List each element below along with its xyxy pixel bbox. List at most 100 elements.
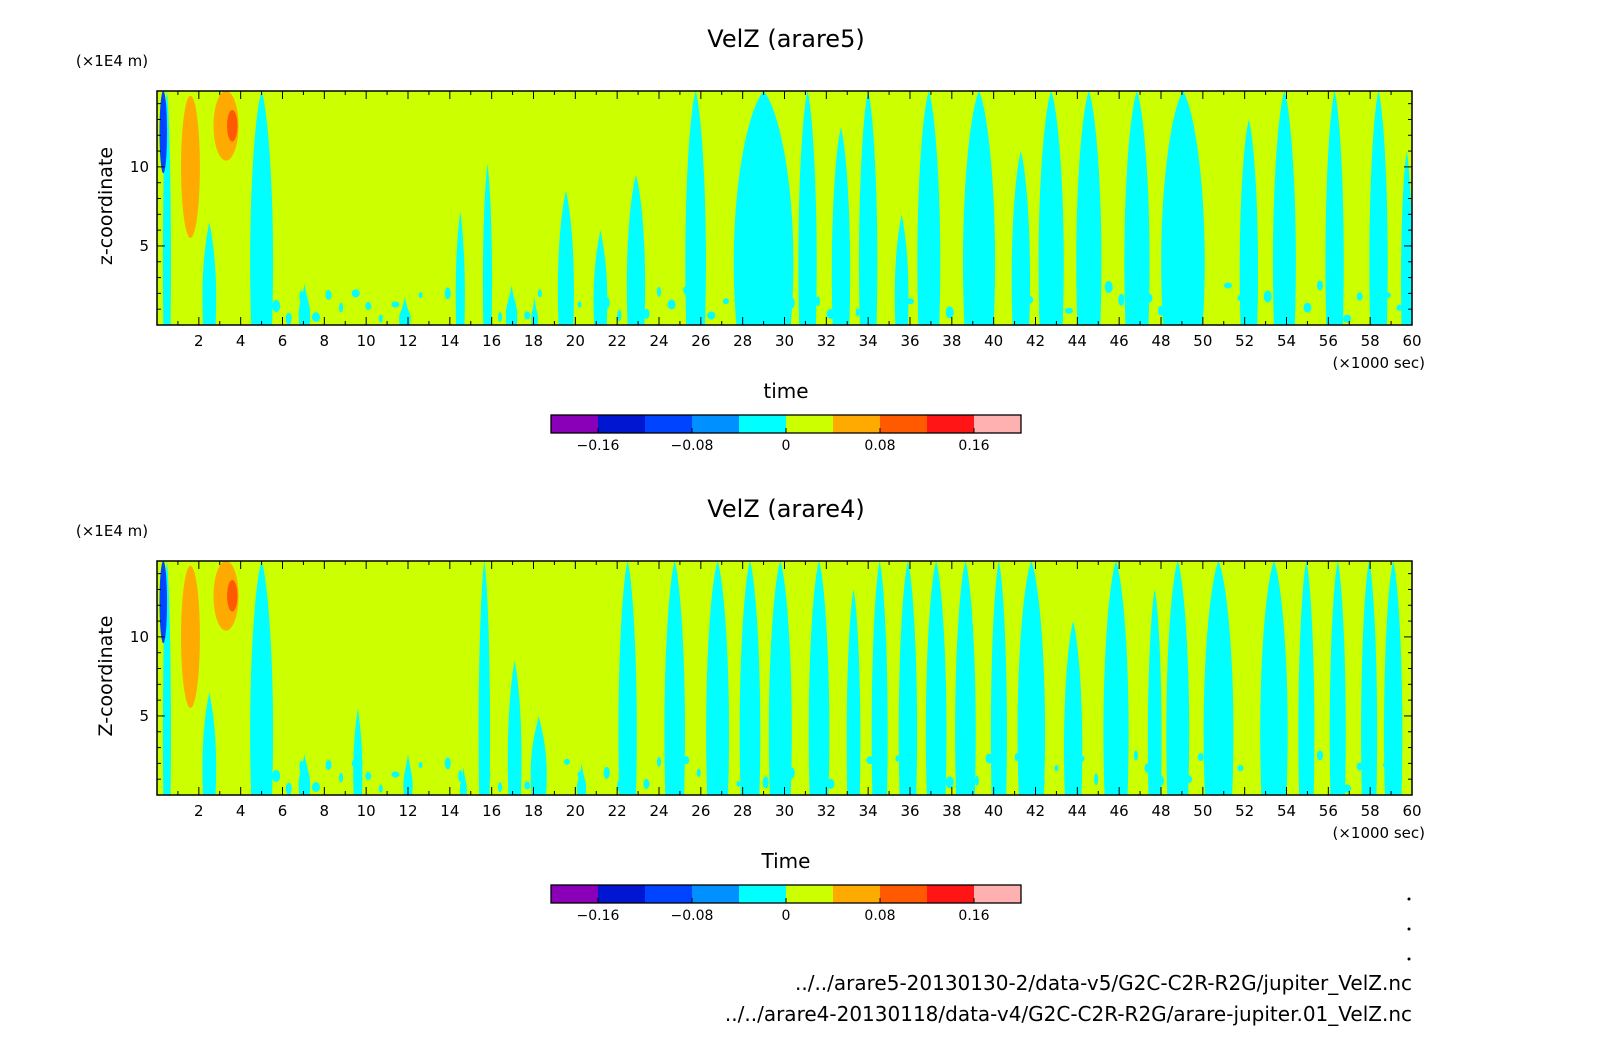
x-tick-label: 38 bbox=[942, 332, 961, 350]
contour-speckle bbox=[1356, 762, 1363, 771]
contour-band bbox=[685, 91, 706, 325]
contour-band bbox=[831, 127, 851, 325]
contour-speckle bbox=[1356, 292, 1363, 301]
contour-band bbox=[858, 91, 878, 325]
contour-speckle bbox=[272, 300, 281, 313]
contour-band bbox=[403, 753, 413, 795]
contour-band bbox=[1298, 561, 1315, 795]
x-tick-label: 52 bbox=[1235, 802, 1254, 820]
contour-speckle bbox=[285, 312, 292, 325]
x-tick-label: 2 bbox=[194, 802, 204, 820]
contour-band bbox=[618, 561, 637, 795]
negative-cell bbox=[159, 561, 168, 644]
x-tick-label: 12 bbox=[398, 332, 417, 350]
contour-speckle bbox=[1173, 762, 1178, 771]
x-tick-label: 42 bbox=[1026, 332, 1045, 350]
contour-speckle bbox=[776, 754, 781, 767]
x-tick-label: 38 bbox=[942, 802, 961, 820]
positive-cell bbox=[181, 565, 200, 709]
contour-speckle bbox=[657, 286, 661, 297]
contour-band bbox=[955, 561, 976, 795]
contour-band bbox=[1369, 91, 1388, 325]
colorbar-swatch bbox=[974, 415, 1022, 433]
contour-speckle bbox=[311, 782, 320, 793]
contour-speckle bbox=[855, 778, 860, 787]
contour-band bbox=[531, 296, 538, 325]
contour-speckle bbox=[696, 768, 701, 777]
contour-speckle bbox=[815, 296, 820, 307]
x-tick-label: 32 bbox=[817, 332, 836, 350]
contour-band bbox=[1361, 561, 1378, 795]
contour-band bbox=[990, 561, 1007, 795]
contour-speckle bbox=[1014, 283, 1019, 292]
contour-speckle bbox=[1184, 775, 1193, 784]
contour-band bbox=[1076, 91, 1102, 325]
contour-band bbox=[298, 753, 311, 795]
x-tick-label: 24 bbox=[649, 802, 668, 820]
contour-band bbox=[1272, 91, 1296, 325]
contour-speckle bbox=[1303, 772, 1312, 783]
colorbar-label: 0 bbox=[782, 908, 791, 924]
x-tick-label: 22 bbox=[608, 802, 627, 820]
contour-speckle bbox=[1173, 292, 1178, 301]
contour-speckle bbox=[365, 302, 372, 311]
colorbar-swatch bbox=[974, 885, 1022, 903]
contour-speckle bbox=[1382, 761, 1391, 768]
y-tick-label: 5 bbox=[139, 237, 149, 255]
colorbar-label: −0.16 bbox=[577, 908, 620, 924]
contour-speckle bbox=[667, 299, 676, 310]
contour-speckle bbox=[563, 758, 570, 765]
x-tick-label: 50 bbox=[1193, 802, 1212, 820]
contour-speckle bbox=[339, 302, 344, 313]
x-tick-label: 2 bbox=[194, 332, 204, 350]
x-tick-label: 40 bbox=[984, 332, 1003, 350]
colorbar-swatch bbox=[598, 885, 646, 903]
colorbar-swatch bbox=[692, 415, 740, 433]
contour-speckle bbox=[1144, 293, 1153, 304]
contour-speckle bbox=[815, 766, 820, 777]
contour-speckle bbox=[617, 779, 622, 792]
contour-speckle bbox=[707, 781, 716, 790]
x-tick-label: 30 bbox=[775, 332, 794, 350]
contour-band bbox=[733, 91, 794, 325]
contour-speckle bbox=[707, 311, 716, 320]
contour-speckle bbox=[458, 770, 463, 783]
contour-speckle bbox=[1038, 308, 1045, 317]
x-tick-label: 36 bbox=[900, 802, 919, 820]
x-tick-label: 24 bbox=[649, 332, 668, 350]
contour-speckle bbox=[365, 772, 372, 781]
x-unit-label: (×1000 sec) bbox=[1332, 354, 1425, 372]
contour-speckle bbox=[1014, 753, 1019, 762]
contour-speckle bbox=[1343, 784, 1352, 793]
contour-speckle bbox=[603, 766, 610, 779]
contour-speckle bbox=[895, 285, 900, 292]
contour-band bbox=[962, 91, 996, 325]
footer-file-1: ../../arare5-20130130-2/data-v5/G2C-C2R-… bbox=[795, 971, 1412, 995]
contour-speckle bbox=[378, 314, 383, 323]
colorbar-swatch bbox=[692, 885, 740, 903]
colorbar-label: 0.16 bbox=[958, 438, 989, 454]
contour-speckle bbox=[747, 758, 756, 765]
colorbar-label: 0.08 bbox=[864, 908, 895, 924]
x-tick-label: 56 bbox=[1319, 802, 1338, 820]
contour-speckle bbox=[299, 290, 304, 303]
contour-speckle bbox=[643, 308, 650, 319]
y-tick-label: 5 bbox=[139, 707, 149, 725]
y-tick-label: 10 bbox=[130, 158, 149, 176]
contour-band bbox=[478, 561, 491, 795]
contour-speckle bbox=[786, 296, 795, 309]
contour-band bbox=[894, 214, 909, 325]
contour-band bbox=[1147, 589, 1162, 795]
colorbar-swatch bbox=[927, 885, 975, 903]
colorbar-swatch bbox=[786, 415, 834, 433]
chart-title: VelZ (arare4) bbox=[707, 495, 864, 523]
contour-speckle bbox=[391, 301, 400, 308]
contour-speckle bbox=[1158, 305, 1164, 316]
x-tick-label: 54 bbox=[1277, 802, 1296, 820]
contour-band bbox=[1325, 91, 1344, 325]
contour-speckle bbox=[1118, 763, 1125, 776]
contour-speckle bbox=[1237, 295, 1244, 302]
contour-speckle bbox=[537, 289, 542, 298]
contour-band bbox=[1103, 561, 1129, 795]
contour-speckle bbox=[391, 771, 400, 778]
